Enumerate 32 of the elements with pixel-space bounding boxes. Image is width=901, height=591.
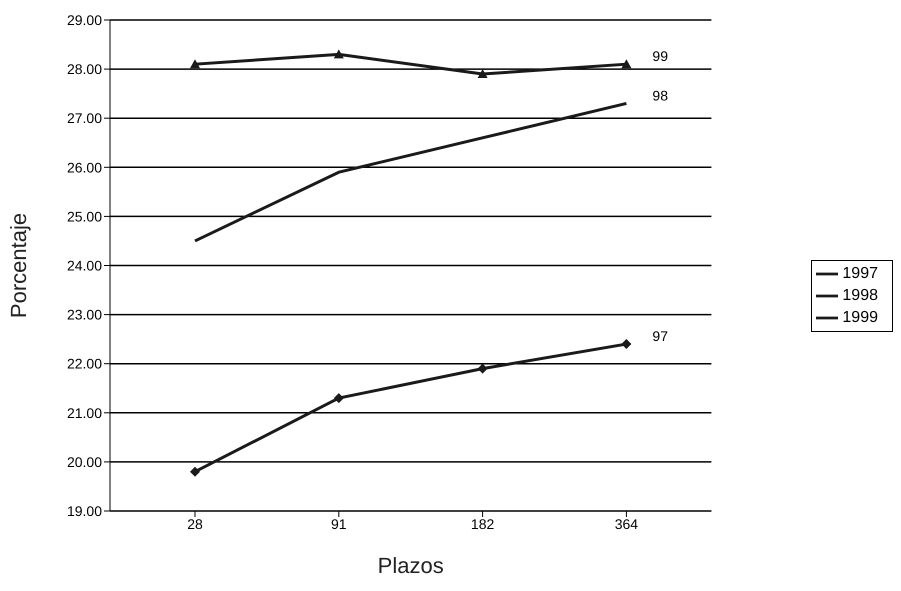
y-tick-label: 20.00: [66, 454, 102, 470]
y-tick-label: 19.00: [66, 502, 102, 519]
legend-label: 1999: [842, 308, 878, 326]
point: [190, 59, 200, 68]
annotation: 98: [652, 87, 668, 104]
y-tick-label: 22.00: [66, 356, 102, 372]
point: [478, 364, 488, 374]
y-tick-label: 27.00: [66, 110, 102, 126]
y-axis-title: Porcentaje: [6, 212, 31, 318]
x-tick-label: 182: [470, 516, 494, 532]
point: [190, 466, 200, 477]
y-tick-label: 25.00: [66, 208, 102, 224]
point: [621, 339, 632, 350]
y-tick-label: 29.00: [66, 12, 102, 28]
y-tick-label: 23.00: [66, 306, 102, 323]
x-tick-label: 91: [331, 516, 347, 532]
y-tick-label: 21.00: [66, 404, 102, 421]
x-axis-title: Plazos: [378, 553, 444, 578]
y-tick-label: 28.00: [66, 61, 102, 78]
x-tick-label: 28: [187, 516, 203, 532]
x-tick-label: 364: [614, 516, 638, 532]
point: [334, 49, 344, 58]
annotation: 97: [652, 328, 668, 344]
annotation: 99: [652, 48, 668, 64]
point: [334, 393, 344, 404]
point: [478, 69, 488, 78]
legend-label: 1997: [842, 264, 878, 282]
legend-label: 1998: [842, 286, 878, 304]
y-tick-label: 24.00: [66, 257, 102, 274]
y-tick-label: 26.00: [66, 159, 102, 176]
point: [621, 59, 632, 68]
line-series: [194, 102, 628, 242]
